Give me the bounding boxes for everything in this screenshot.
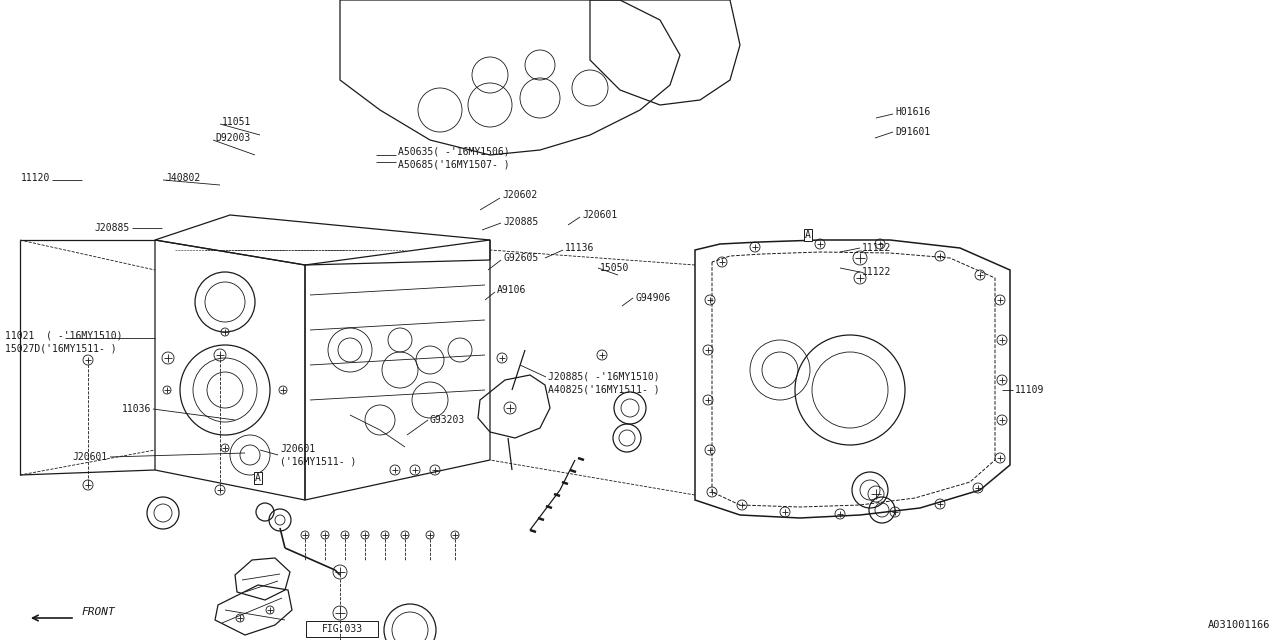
Text: 11136: 11136 bbox=[564, 243, 594, 253]
Text: 11120: 11120 bbox=[20, 173, 50, 183]
Text: A031001166: A031001166 bbox=[1207, 620, 1270, 630]
Text: J20601: J20601 bbox=[582, 210, 617, 220]
Text: 11036: 11036 bbox=[122, 404, 151, 414]
Text: A: A bbox=[255, 473, 261, 483]
Text: J20601: J20601 bbox=[73, 452, 108, 462]
Text: FIG.033: FIG.033 bbox=[321, 624, 362, 634]
Bar bbox=[306, 621, 378, 637]
Text: A: A bbox=[805, 230, 812, 240]
Text: 15050: 15050 bbox=[600, 263, 630, 273]
Text: A9106: A9106 bbox=[497, 285, 526, 295]
Text: J20602: J20602 bbox=[502, 190, 538, 200]
Text: J20885( -'16MY1510)
A40825('16MY1511- ): J20885( -'16MY1510) A40825('16MY1511- ) bbox=[548, 372, 659, 394]
Text: G93203: G93203 bbox=[430, 415, 465, 425]
Text: 11109: 11109 bbox=[1015, 385, 1044, 395]
Text: D91601: D91601 bbox=[895, 127, 931, 137]
Text: FRONT: FRONT bbox=[82, 607, 115, 617]
Text: 11122: 11122 bbox=[861, 267, 891, 277]
Text: J20885: J20885 bbox=[95, 223, 131, 233]
Text: A50635( -'16MY1506)
A50685('16MY1507- ): A50635( -'16MY1506) A50685('16MY1507- ) bbox=[398, 147, 509, 170]
Text: 11122: 11122 bbox=[861, 243, 891, 253]
Text: J20885: J20885 bbox=[503, 217, 539, 227]
Text: G92605: G92605 bbox=[503, 253, 539, 263]
Text: G94906: G94906 bbox=[635, 293, 671, 303]
Text: J40802: J40802 bbox=[165, 173, 200, 183]
Text: H01616: H01616 bbox=[895, 107, 931, 117]
Text: J20601
('16MY1511- ): J20601 ('16MY1511- ) bbox=[280, 444, 356, 467]
Text: 11051: 11051 bbox=[221, 117, 251, 127]
Text: D92003: D92003 bbox=[215, 133, 251, 143]
Text: 11021  ( -'16MY1510)
15027D('16MY1511- ): 11021 ( -'16MY1510) 15027D('16MY1511- ) bbox=[5, 331, 123, 353]
